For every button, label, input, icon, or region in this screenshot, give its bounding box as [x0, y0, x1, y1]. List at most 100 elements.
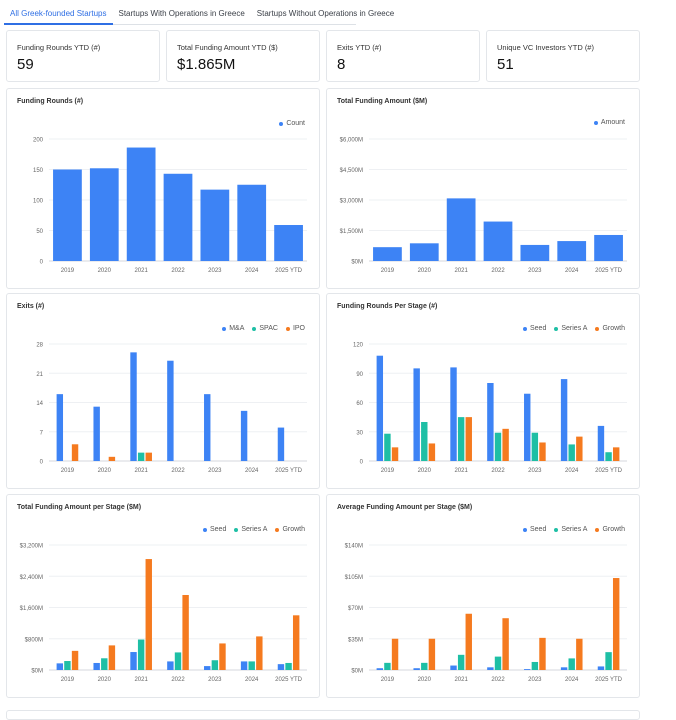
bar-series-a-2020[interactable]: [101, 658, 108, 670]
bar-series-a-2019[interactable]: [64, 661, 71, 670]
bar-seed-2021[interactable]: [450, 665, 457, 670]
legend-item-amount[interactable]: Amount: [593, 119, 625, 126]
bar-growth-2024[interactable]: [576, 436, 583, 461]
legend-item-spac[interactable]: SPAC: [252, 325, 278, 332]
bar-series-a-2021[interactable]: [457, 417, 465, 461]
bar-ipo-2021[interactable]: [145, 452, 152, 461]
bar-ipo-2020[interactable]: [108, 456, 116, 461]
bar-series-a-2025-ytd[interactable]: [285, 662, 292, 670]
bar-m-a-2019[interactable]: [56, 394, 64, 461]
bar-series-a-2019[interactable]: [384, 662, 391, 670]
bar-growth-2025-ytd[interactable]: [292, 615, 300, 670]
bar-count-2022[interactable]: [163, 173, 193, 261]
bar-growth-2020[interactable]: [108, 645, 116, 670]
bar-growth-2022[interactable]: [502, 428, 509, 461]
bar-m-a-2024[interactable]: [240, 410, 248, 461]
bar-series-a-2020[interactable]: [421, 662, 428, 670]
legend-item-seed[interactable]: Seed: [203, 526, 226, 533]
legend-item-seed[interactable]: Seed: [523, 526, 546, 533]
bar-series-a-2024[interactable]: [248, 661, 255, 670]
bar-m-a-2025-ytd[interactable]: [277, 427, 285, 461]
bar-count-2021[interactable]: [126, 147, 156, 261]
bar-m-a-2023[interactable]: [204, 394, 211, 461]
bar-series-a-2020[interactable]: [421, 422, 428, 461]
bar-seed-2025-ytd[interactable]: [277, 664, 285, 670]
legend-item-m-a[interactable]: M&A: [222, 325, 244, 332]
bar-series-a-2021[interactable]: [137, 639, 145, 670]
tab-all-greek-founded[interactable]: All Greek-founded Startups: [4, 4, 113, 25]
bar-series-a-2025-ytd[interactable]: [605, 452, 612, 461]
bar-seed-2019[interactable]: [376, 355, 384, 461]
bar-seed-2024[interactable]: [240, 661, 248, 670]
bar-m-a-2022[interactable]: [167, 360, 174, 461]
bar-amount-2020[interactable]: [409, 243, 439, 261]
bar-growth-2020[interactable]: [428, 638, 436, 670]
bar-series-a-2023[interactable]: [531, 432, 539, 461]
bar-series-a-2022[interactable]: [494, 656, 502, 670]
bar-seed-2024[interactable]: [560, 667, 568, 670]
bar-series-a-2022[interactable]: [174, 652, 182, 670]
bar-growth-2023[interactable]: [539, 637, 546, 670]
bar-series-a-2023[interactable]: [211, 660, 219, 670]
legend-item-ipo[interactable]: IPO: [285, 325, 305, 332]
bar-growth-2019[interactable]: [71, 650, 79, 670]
bar-amount-2024[interactable]: [557, 241, 587, 261]
bar-series-a-2024[interactable]: [568, 658, 575, 670]
bar-growth-2020[interactable]: [428, 443, 436, 461]
bar-amount-2025-ytd[interactable]: [594, 234, 623, 261]
bar-seed-2023[interactable]: [524, 393, 531, 461]
legend-item-count[interactable]: Count: [279, 120, 305, 127]
legend-item-seed[interactable]: Seed: [523, 325, 546, 332]
bar-series-a-2021[interactable]: [457, 654, 465, 670]
legend-item-growth[interactable]: Growth: [595, 325, 625, 332]
bar-seed-2020[interactable]: [413, 668, 420, 670]
bar-growth-2023[interactable]: [539, 442, 546, 461]
bar-amount-2022[interactable]: [483, 221, 513, 261]
legend-item-series-a[interactable]: Series A: [554, 325, 587, 332]
bar-series-a-2019[interactable]: [384, 433, 391, 461]
bar-growth-2019[interactable]: [391, 447, 399, 461]
bar-seed-2019[interactable]: [376, 668, 384, 670]
bar-count-2023[interactable]: [200, 189, 230, 261]
bar-growth-2021[interactable]: [465, 613, 472, 670]
bar-seed-2023[interactable]: [524, 669, 531, 670]
bar-growth-2021[interactable]: [145, 559, 152, 670]
bar-seed-2022[interactable]: [487, 667, 494, 670]
bar-count-2019[interactable]: [53, 169, 82, 262]
bar-seed-2020[interactable]: [413, 368, 420, 461]
bar-seed-2020[interactable]: [93, 662, 100, 670]
legend-item-growth[interactable]: Growth: [275, 526, 305, 533]
bar-series-a-2023[interactable]: [531, 661, 539, 670]
bar-growth-2025-ytd[interactable]: [612, 578, 620, 670]
bar-growth-2024[interactable]: [256, 636, 263, 670]
bar-seed-2024[interactable]: [560, 379, 568, 461]
bar-seed-2021[interactable]: [450, 367, 457, 461]
bar-seed-2025-ytd[interactable]: [597, 666, 605, 670]
bar-growth-2019[interactable]: [391, 638, 399, 670]
bar-seed-2022[interactable]: [167, 661, 174, 670]
bar-series-a-2025-ytd[interactable]: [605, 652, 612, 670]
bar-growth-2022[interactable]: [182, 595, 189, 670]
bar-amount-2019[interactable]: [373, 247, 402, 261]
bar-growth-2024[interactable]: [576, 638, 583, 670]
bar-seed-2021[interactable]: [130, 652, 137, 670]
bar-growth-2021[interactable]: [465, 417, 472, 461]
bar-growth-2025-ytd[interactable]: [612, 447, 620, 461]
bar-seed-2019[interactable]: [56, 663, 64, 670]
bar-seed-2023[interactable]: [204, 666, 211, 670]
bar-growth-2023[interactable]: [219, 643, 226, 670]
bar-count-2024[interactable]: [237, 184, 267, 261]
bar-growth-2022[interactable]: [502, 618, 509, 670]
bar-spac-2021[interactable]: [137, 452, 145, 461]
bar-m-a-2020[interactable]: [93, 406, 100, 461]
bar-seed-2025-ytd[interactable]: [597, 425, 605, 461]
bar-count-2025-ytd[interactable]: [274, 225, 303, 261]
bar-seed-2022[interactable]: [487, 383, 494, 461]
legend-item-series-a[interactable]: Series A: [554, 526, 587, 533]
bar-amount-2023[interactable]: [520, 244, 550, 261]
legend-item-growth[interactable]: Growth: [595, 526, 625, 533]
bar-m-a-2021[interactable]: [130, 352, 137, 461]
bar-count-2020[interactable]: [89, 168, 119, 261]
bar-ipo-2019[interactable]: [71, 444, 79, 461]
bar-amount-2021[interactable]: [446, 198, 476, 261]
